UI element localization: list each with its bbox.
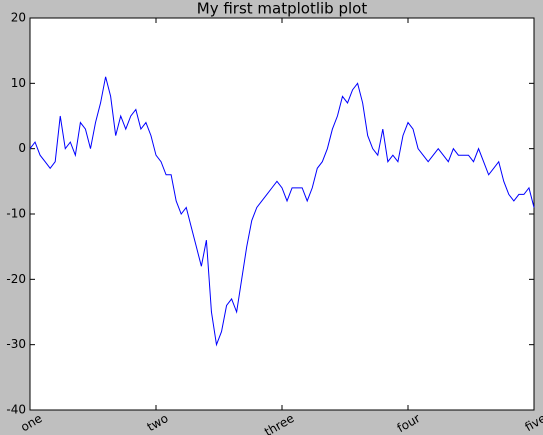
y-tick-label: -30 bbox=[6, 337, 26, 351]
x-tick-label: five bbox=[522, 411, 543, 434]
x-tick-label: three bbox=[262, 411, 296, 435]
x-tick-label: four bbox=[395, 411, 423, 435]
plot-area bbox=[29, 17, 535, 411]
y-tick-label: 20 bbox=[11, 11, 26, 25]
y-tick-label: -40 bbox=[6, 403, 26, 417]
data-line bbox=[29, 76, 535, 347]
chart-title: My first matplotlib plot bbox=[197, 0, 368, 18]
y-tick-label: 0 bbox=[18, 141, 26, 155]
y-tick-label: -10 bbox=[6, 207, 26, 221]
y-tick-label: 10 bbox=[11, 76, 26, 90]
x-tick-label: two bbox=[145, 411, 171, 434]
y-tick-label: -20 bbox=[6, 272, 26, 286]
